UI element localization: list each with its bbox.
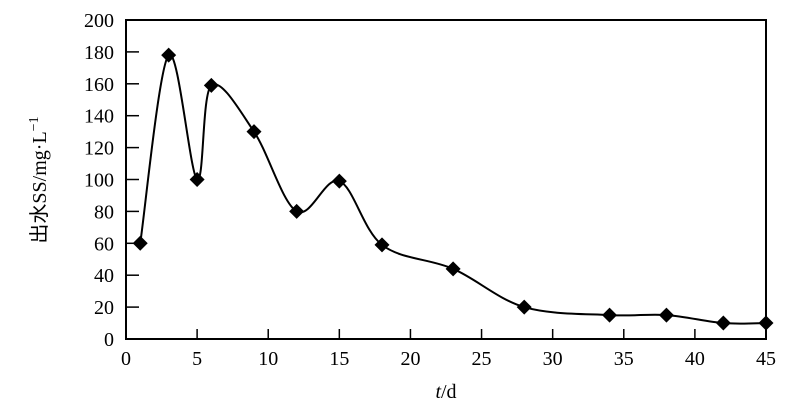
y-tick-label: 180	[84, 42, 114, 64]
plot-frame	[125, 19, 767, 340]
data-point-marker	[331, 173, 347, 189]
y-tick-label: 140	[84, 106, 114, 128]
x-axis-label: t/d	[435, 381, 456, 403]
data-point-marker	[203, 77, 219, 93]
x-tick-label: 10	[258, 348, 278, 370]
x-tick-label: 45	[756, 348, 776, 370]
x-tick-label: 30	[543, 348, 563, 370]
y-tick-label: 80	[94, 201, 114, 223]
x-tick-label: 40	[685, 348, 705, 370]
y-tick-label: 0	[104, 329, 114, 351]
data-point-marker	[132, 235, 148, 251]
data-point-marker	[758, 315, 774, 331]
y-axis-label: 出水SS/mg·L−1	[27, 116, 51, 243]
data-point-marker	[189, 172, 205, 187]
data-point-marker	[602, 307, 618, 323]
x-tick-label: 15	[329, 348, 349, 370]
x-tick-label: 5	[192, 348, 202, 370]
data-point-marker	[715, 315, 731, 331]
data-point-marker	[161, 47, 177, 63]
y-tick-label: 20	[94, 297, 114, 319]
y-tick-label: 200	[84, 10, 114, 32]
y-tick-label: 100	[84, 170, 114, 192]
y-tick-label: 60	[94, 233, 114, 255]
series-line	[139, 54, 767, 325]
data-point-marker	[658, 307, 674, 323]
data-point-marker	[445, 261, 461, 277]
data-point-marker	[516, 299, 532, 315]
data-point-marker	[289, 203, 305, 219]
x-tick-label: 0	[121, 348, 131, 370]
series-markers	[132, 47, 774, 331]
y-tick-label: 160	[84, 74, 114, 96]
y-tick-label: 120	[84, 138, 114, 160]
y-tick-label: 40	[94, 265, 114, 287]
x-tick-label: 20	[400, 348, 420, 370]
data-point-marker	[374, 237, 390, 253]
x-tick-label: 35	[614, 348, 634, 370]
data-point-marker	[246, 124, 262, 140]
x-tick-label: 25	[472, 348, 492, 370]
axes: 0 5 10 15 20 25 30 35 40 45 0 20 40 60 80 100 120 140 160 1…	[84, 10, 776, 370]
